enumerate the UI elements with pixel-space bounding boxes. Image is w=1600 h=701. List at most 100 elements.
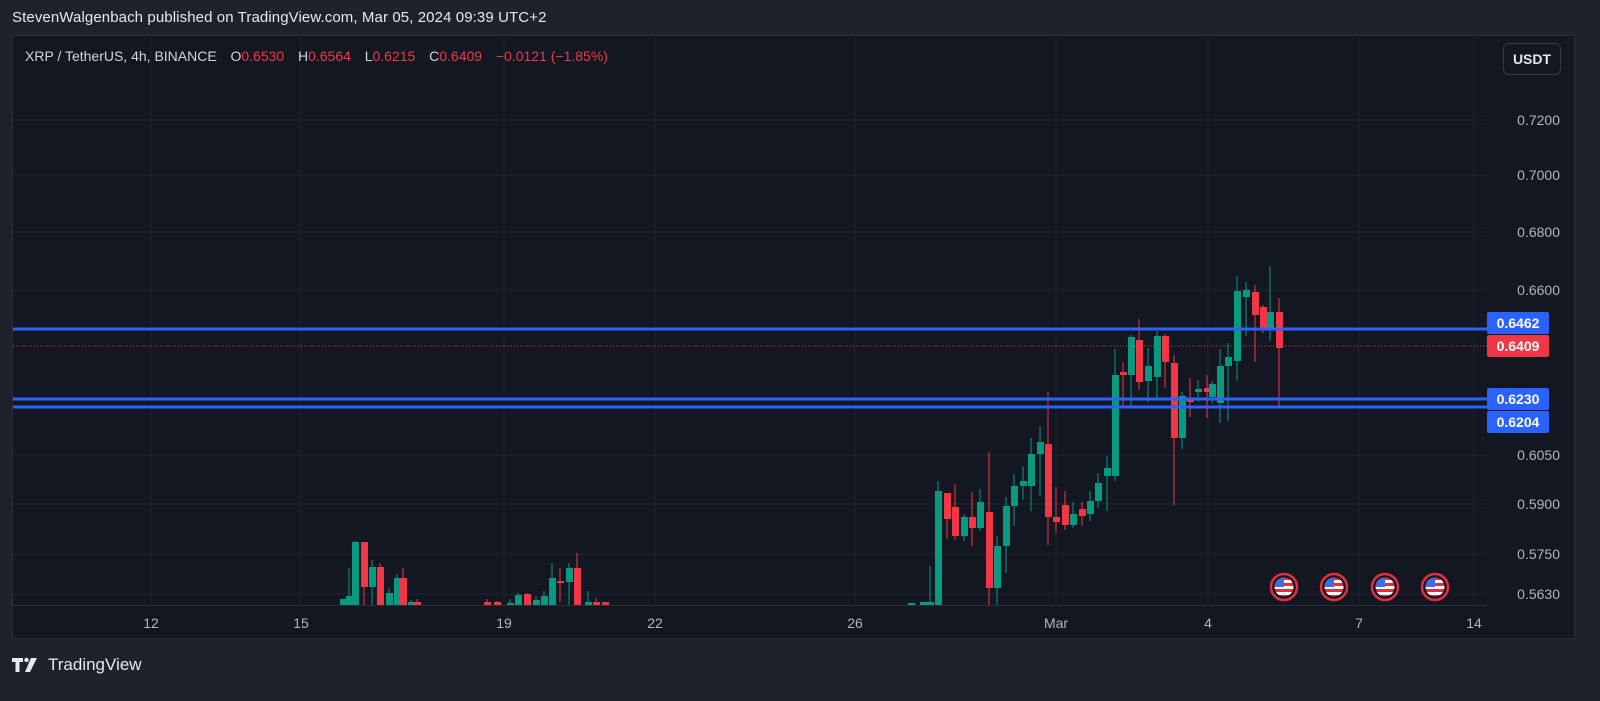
candle-down <box>484 602 491 605</box>
price-plot[interactable] <box>13 36 1487 605</box>
level-price-badge: 0.6462 <box>1487 312 1549 334</box>
candle-down <box>1162 336 1169 362</box>
candle-down <box>1120 372 1127 375</box>
chart-frame: XRP / TetherUS, 4h, BINANCE O0.6530 H0.6… <box>12 35 1575 639</box>
time-axis[interactable]: 12 15 19 22 26 Mar 4 7 14 <box>13 605 1487 640</box>
candle-up <box>1028 454 1035 486</box>
publish-info: StevenWalgenbach published on TradingVie… <box>12 9 547 26</box>
candle-down <box>400 578 407 605</box>
time-tick-label: 15 <box>293 615 309 631</box>
price-tick-label: 0.6600 <box>1517 282 1560 298</box>
candle-up <box>920 602 927 605</box>
price-tick-label: 0.7000 <box>1517 167 1560 183</box>
candle-down <box>969 517 976 528</box>
candle-up <box>507 603 514 605</box>
candle-up <box>1128 337 1135 375</box>
candle-up <box>394 578 401 605</box>
time-tick-label: 19 <box>496 615 512 631</box>
candle-up <box>1087 501 1094 514</box>
price-tick-label: 0.6050 <box>1517 447 1560 463</box>
candle-up <box>515 595 522 605</box>
price-change: −0.0121 (−1.85%) <box>495 48 608 64</box>
candle-down <box>952 507 959 536</box>
candlestick-chart[interactable] <box>13 36 1487 605</box>
time-tick-label: 12 <box>143 615 159 631</box>
candle-up <box>533 600 540 605</box>
price-tick-label: 0.5900 <box>1517 496 1560 512</box>
candle-up <box>369 567 376 587</box>
candle-up <box>1145 366 1152 381</box>
candle-up <box>566 568 573 582</box>
candle-up <box>1154 336 1161 377</box>
candle-down <box>524 594 531 605</box>
candle-up <box>1095 483 1102 501</box>
us-flag-event-icon[interactable] <box>1420 572 1450 602</box>
us-flag-event-icon[interactable] <box>1269 572 1299 602</box>
candle-up <box>1011 486 1018 506</box>
candle-down <box>1079 509 1086 516</box>
candle-up <box>927 602 934 605</box>
candle-up <box>961 517 968 536</box>
candle-up <box>994 546 1001 588</box>
candle-up <box>1267 312 1274 330</box>
candle-down <box>1136 340 1143 382</box>
candle-up <box>1070 514 1077 525</box>
tradingview-logo-icon <box>12 657 37 672</box>
price-tick-label: 0.5750 <box>1517 546 1560 562</box>
candle-up <box>340 599 347 605</box>
candle-up <box>1003 506 1010 546</box>
time-tick-label: 22 <box>647 615 663 631</box>
candle-up <box>541 596 548 605</box>
tradingview-brand: TradingView <box>48 655 142 674</box>
us-flag-event-icon[interactable] <box>1370 572 1400 602</box>
time-tick-label: 26 <box>847 615 863 631</box>
candle-up <box>1104 468 1111 476</box>
candle-up <box>1234 291 1241 361</box>
symbol-legend: XRP / TetherUS, 4h, BINANCE O0.6530 H0.6… <box>25 48 608 64</box>
candle-up <box>908 603 915 605</box>
candle-down <box>986 512 993 588</box>
price-axis[interactable]: USDT 0.7200 0.7000 0.6800 0.6600 0.6050 0.590… <box>1487 36 1576 605</box>
candle-down <box>574 568 581 605</box>
candle-up <box>386 593 393 605</box>
low-label: L <box>364 48 373 64</box>
candle-down <box>944 493 951 519</box>
close-value: 0.6409 <box>439 48 483 64</box>
candle-down <box>593 602 600 605</box>
candle-up <box>1217 366 1224 403</box>
candle-up <box>1020 481 1027 486</box>
high-label: H <box>297 48 309 64</box>
low-value: 0.6215 <box>372 48 416 64</box>
symbol-title[interactable]: XRP / TetherUS, 4h, BINANCE <box>25 48 217 64</box>
candle-up <box>585 602 592 605</box>
price-tick-label: 0.6800 <box>1517 224 1560 240</box>
candle-up <box>1179 396 1186 438</box>
candle-up <box>1195 389 1202 392</box>
candle-up <box>1243 290 1250 297</box>
candle-up <box>1209 384 1216 397</box>
last-price-badge: 0.6409 <box>1487 335 1549 357</box>
candle-down <box>557 581 564 583</box>
candle-up <box>1225 357 1232 366</box>
candle-down <box>377 567 384 605</box>
candle-up <box>935 491 942 605</box>
time-tick-label: 14 <box>1466 615 1482 631</box>
candle-down <box>1062 505 1069 525</box>
candle-down <box>1252 292 1259 315</box>
candle-down <box>602 602 609 605</box>
open-value: 0.6530 <box>241 48 285 64</box>
candle-down <box>1204 388 1211 392</box>
candle-up <box>352 542 359 605</box>
candle-up <box>1112 375 1119 476</box>
level-price-badge: 0.6230 <box>1487 388 1549 410</box>
candle-up <box>549 578 556 605</box>
us-flag-event-icon[interactable] <box>1319 572 1349 602</box>
time-tick-label: 4 <box>1204 615 1212 631</box>
price-tick-label: 0.5630 <box>1517 586 1560 602</box>
level-price-badge: 0.6204 <box>1487 411 1549 433</box>
candle-down <box>1260 307 1267 330</box>
candle-down <box>1053 517 1060 522</box>
candle-down <box>414 602 421 605</box>
currency-button[interactable]: USDT <box>1503 43 1561 75</box>
tradingview-logo[interactable]: TradingView <box>12 655 142 675</box>
